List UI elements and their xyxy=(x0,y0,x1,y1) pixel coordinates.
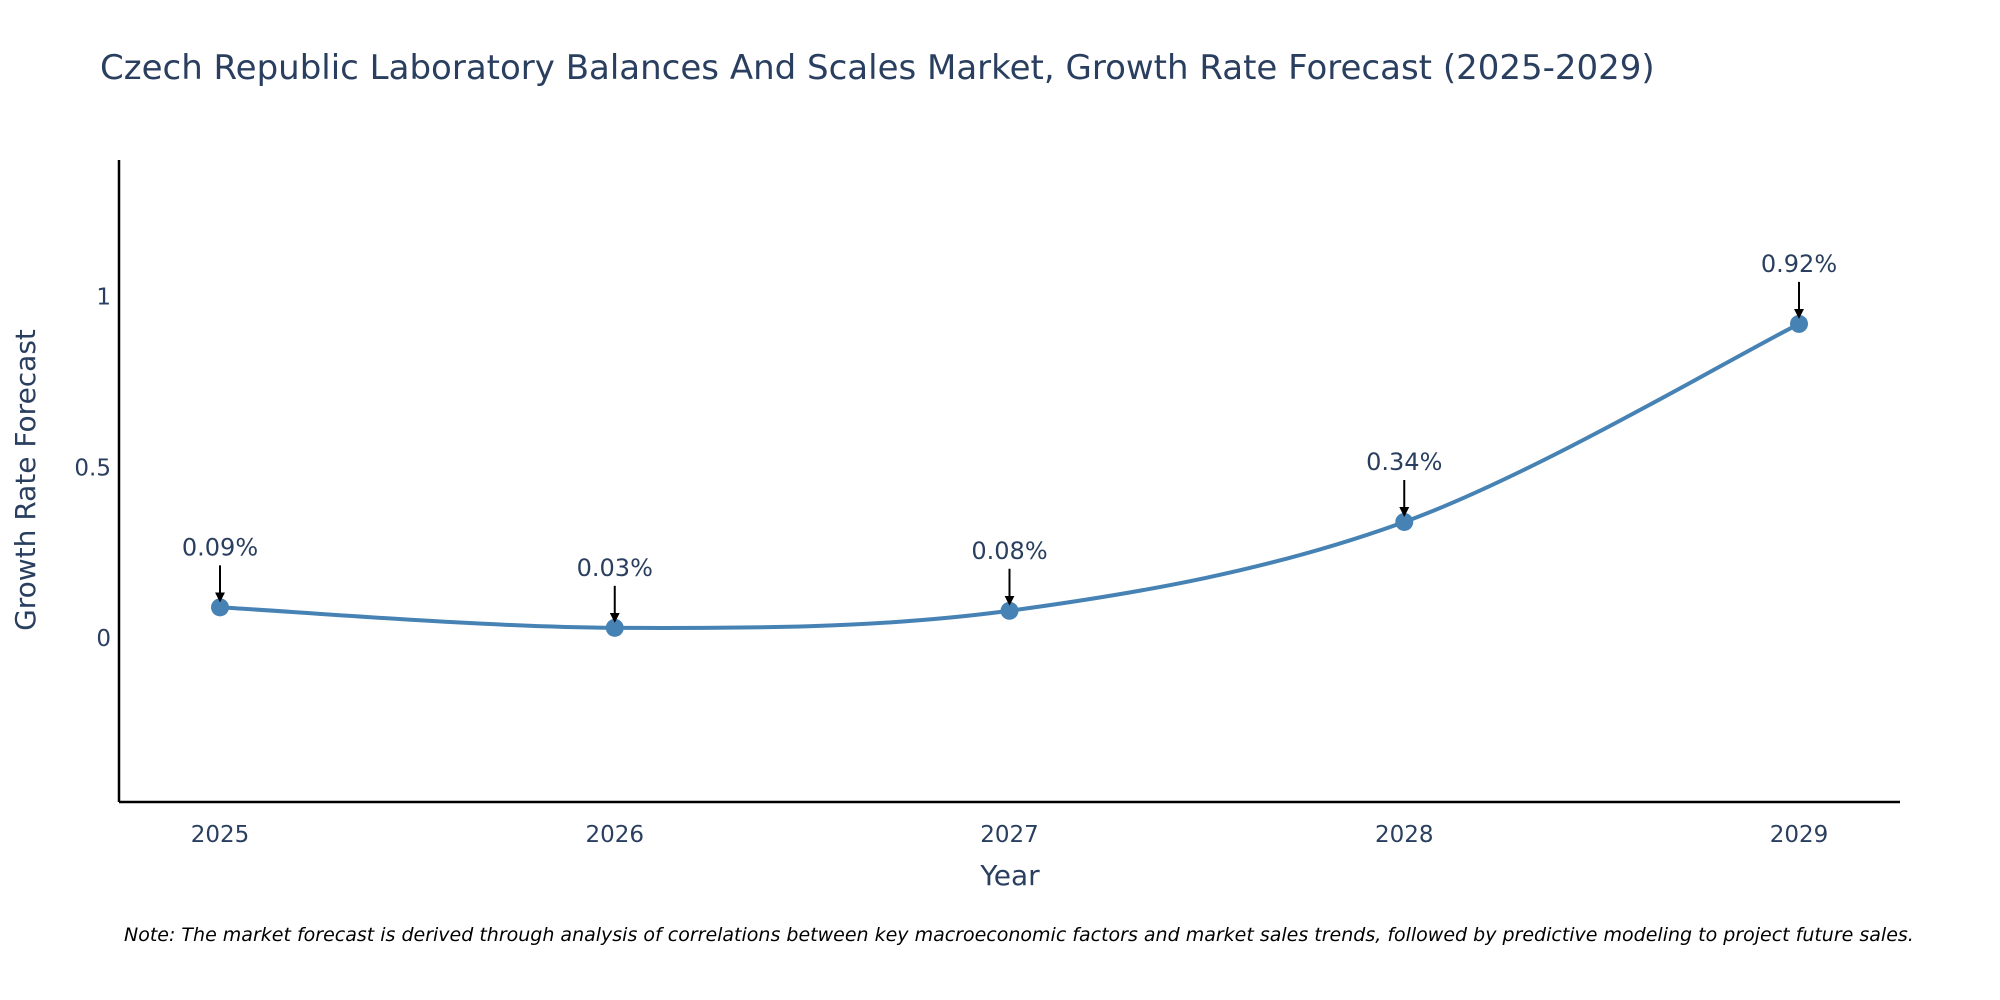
y-tick-label: 0 xyxy=(96,626,111,652)
x-tick-label: 2029 xyxy=(1770,822,1829,848)
data-point xyxy=(605,618,624,637)
y-axis-ticks: 00.51 xyxy=(74,285,111,652)
data-point xyxy=(1790,314,1808,333)
y-tick-label: 0.5 xyxy=(74,455,111,481)
x-tick-label: 2027 xyxy=(980,822,1039,848)
data-label: 0.08% xyxy=(971,537,1047,565)
data-point xyxy=(211,598,229,617)
data-label: 0.03% xyxy=(577,554,653,582)
footnote: Note: The market forecast is derived thr… xyxy=(124,924,1914,946)
series-line xyxy=(219,322,1800,631)
data-label: 0.92% xyxy=(1761,250,1837,278)
data-point xyxy=(1395,512,1414,531)
x-axis-title: Year xyxy=(979,859,1040,892)
x-axis-ticks: 2025 2026 2027 2028 2029 xyxy=(191,822,1829,848)
y-axis-title: Growth Rate Forecast xyxy=(9,329,42,631)
series-growth-rate xyxy=(211,314,1808,637)
y-tick-label: 1 xyxy=(96,285,111,311)
x-tick-label: 2028 xyxy=(1375,822,1434,848)
x-tick-label: 2025 xyxy=(191,822,250,848)
x-tick-label: 2026 xyxy=(585,822,644,848)
data-point xyxy=(1000,601,1019,620)
chart-title: Czech Republic Laboratory Balances And S… xyxy=(100,48,1655,88)
data-label: 0.34% xyxy=(1366,448,1442,476)
data-label-annotations: 0.09% 0.03% 0.08% 0.34% 0.92% xyxy=(182,250,1837,623)
data-label: 0.09% xyxy=(182,533,258,561)
